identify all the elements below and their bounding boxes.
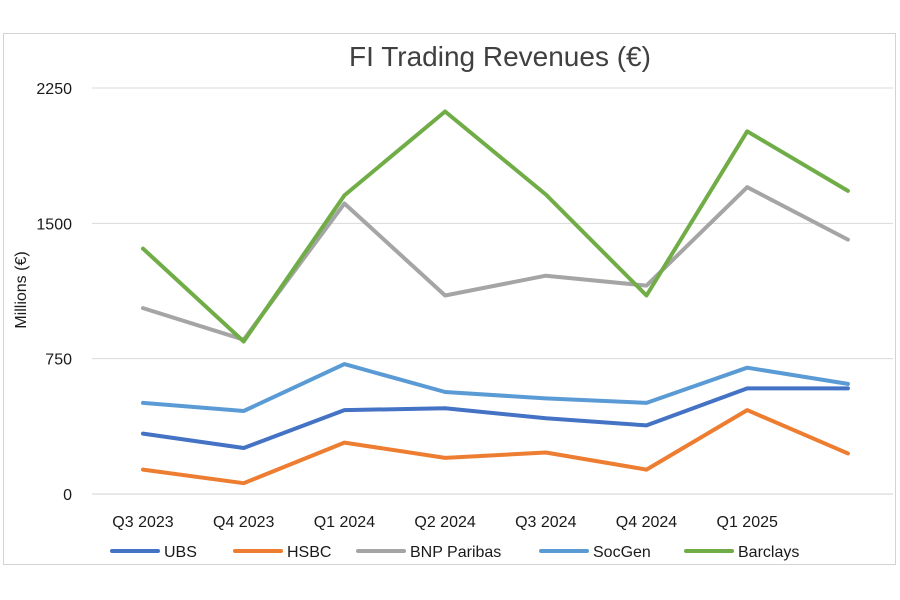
y-tick-label: 1500: [36, 216, 72, 233]
series-lines: [141, 109, 850, 486]
legend-label-socgen: SocGen: [593, 544, 651, 561]
y-tick-label: 0: [63, 487, 72, 504]
chart-frame: [3, 33, 896, 565]
legend-label-ubs: UBS: [164, 544, 197, 561]
legend-label-hsbc: HSBC: [287, 544, 331, 561]
legend-label-bnp-paribas: BNP Paribas: [410, 544, 501, 561]
series-line-socgen: [141, 362, 850, 413]
x-tick-label: Q3 2024: [515, 514, 576, 531]
y-tick-label: 2250: [36, 81, 72, 98]
gridlines: [92, 87, 893, 495]
series-line-ubs: [141, 386, 850, 450]
y-tick-labels: 0 750 1500 2250: [36, 81, 72, 504]
legend: UBS HSBC BNP Paribas SocGen Barclays: [110, 544, 799, 561]
x-tick-label: Q4 2024: [616, 514, 677, 531]
x-tick-label: Q1 2024: [314, 514, 375, 531]
x-tick-label: Q3 2023: [112, 514, 173, 531]
series-line-bnp-paribas: [141, 185, 850, 342]
x-tick-labels: Q3 2023 Q4 2023 Q1 2024 Q2 2024 Q3 2024 Q4 20…: [112, 514, 778, 531]
x-tick-label: Q1 2025: [717, 514, 778, 531]
legend-label-barclays: Barclays: [738, 544, 799, 561]
y-axis-label: Millions (€): [13, 251, 30, 328]
chart-title: FI Trading Revenues (€): [349, 41, 651, 72]
x-tick-label: Q2 2024: [414, 514, 475, 531]
x-tick-label: Q4 2023: [213, 514, 274, 531]
series-line-hsbc: [141, 408, 850, 486]
series-line-barclays: [141, 109, 850, 344]
y-tick-label: 750: [45, 352, 72, 369]
